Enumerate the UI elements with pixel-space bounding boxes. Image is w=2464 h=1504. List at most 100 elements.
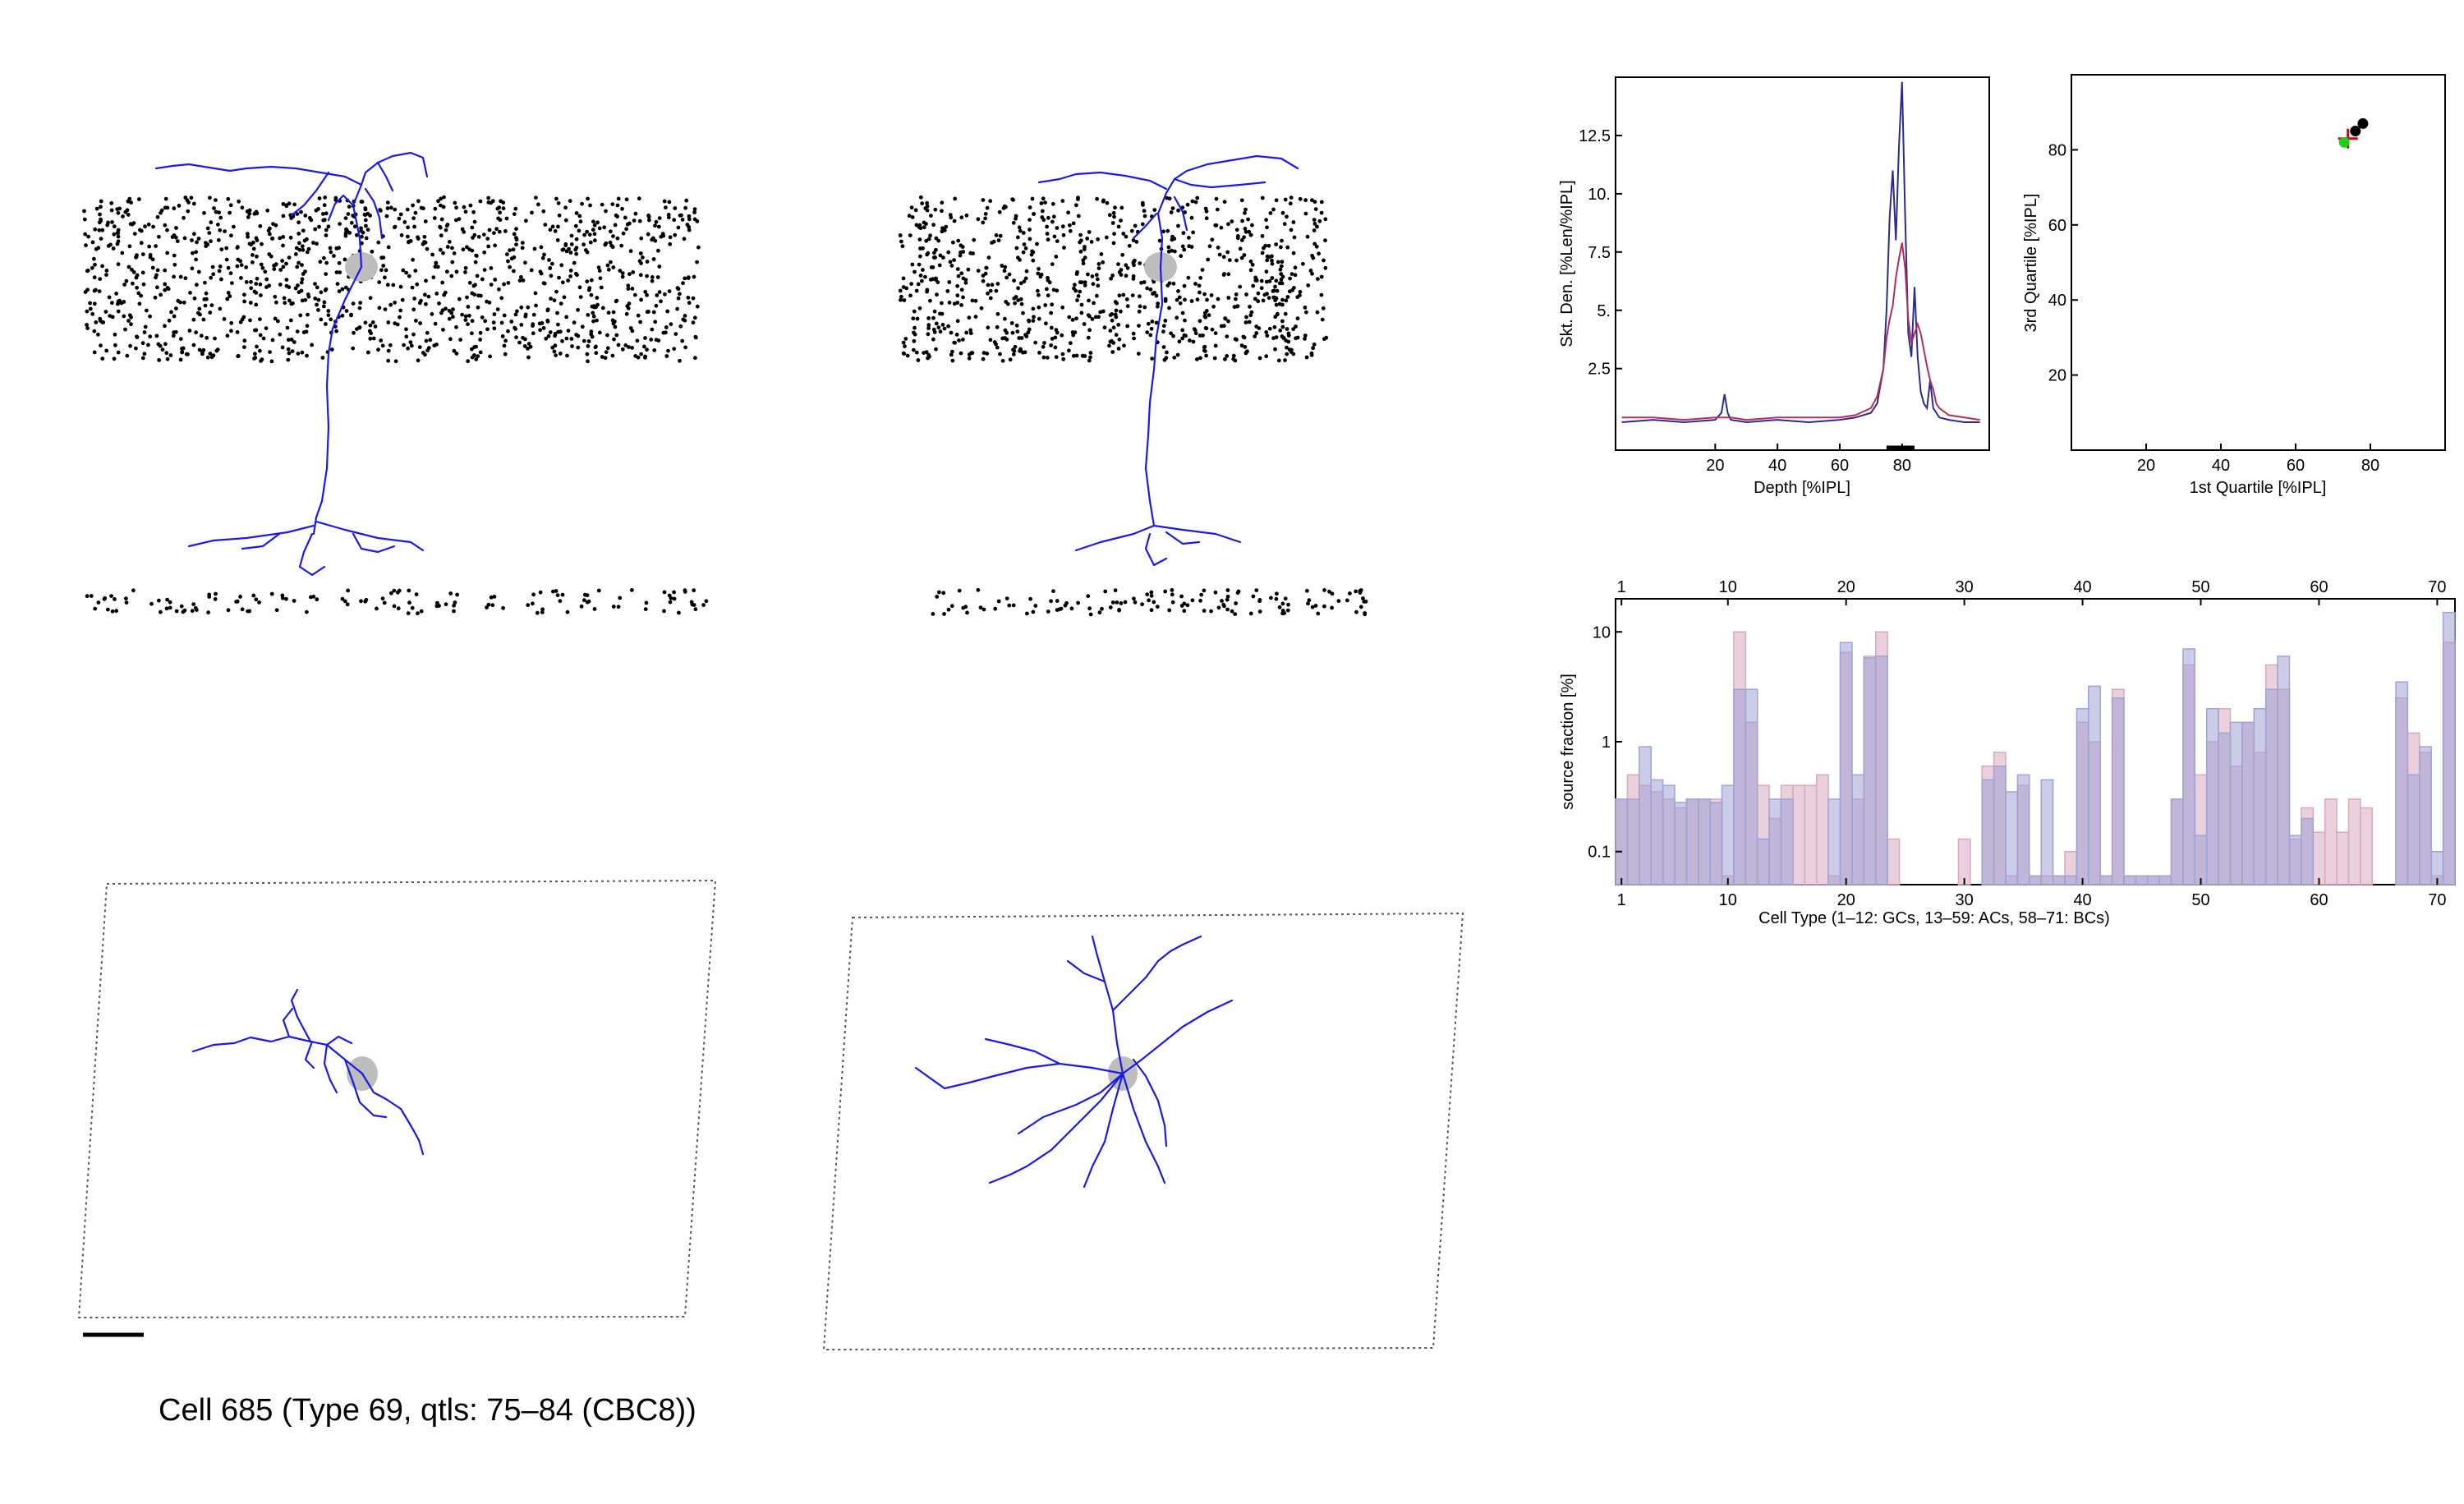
marker-point: [500, 334, 505, 338]
marker-point: [1125, 265, 1130, 270]
marker-point: [146, 222, 151, 227]
top-view-1-dendrite: [191, 988, 425, 1156]
marker-point: [481, 232, 486, 237]
marker-point: [465, 295, 469, 300]
marker-point: [932, 309, 937, 314]
marker-point: [498, 218, 503, 223]
marker-point: [597, 226, 602, 231]
marker-point: [1199, 592, 1204, 597]
marker-point: [124, 596, 128, 600]
marker-point: [179, 604, 184, 609]
marker-point: [1139, 280, 1143, 285]
marker-point: [303, 214, 308, 218]
marker-point: [1312, 241, 1317, 246]
marker-point: [1308, 269, 1313, 273]
marker-point: [235, 330, 240, 334]
marker-point: [1167, 608, 1172, 613]
marker-point: [421, 241, 425, 246]
marker-point: [559, 301, 563, 306]
marker-point: [140, 270, 145, 275]
marker-point: [108, 314, 113, 318]
marker-point: [899, 239, 903, 244]
marker-point: [554, 353, 558, 357]
marker-point: [1215, 207, 1220, 212]
marker-point: [590, 334, 595, 339]
marker-point: [492, 595, 497, 599]
marker-point: [1021, 310, 1025, 315]
marker-point: [476, 234, 481, 239]
marker-point: [139, 241, 144, 246]
marker-point: [1236, 234, 1240, 238]
marker-point: [1018, 348, 1022, 353]
marker-point: [620, 206, 624, 211]
marker-point: [1240, 218, 1244, 223]
marker-point: [570, 344, 574, 348]
marker-point: [1147, 598, 1151, 603]
marker-point: [1115, 600, 1119, 605]
marker-point: [281, 214, 286, 218]
marker-point: [257, 600, 261, 605]
marker-point: [926, 316, 931, 320]
marker-point: [1000, 336, 1005, 341]
marker-point: [1108, 605, 1113, 609]
marker-point: [662, 199, 667, 204]
marker-point: [134, 255, 138, 260]
marker-point: [143, 324, 148, 329]
marker-point: [1088, 355, 1092, 360]
marker-point: [513, 312, 518, 317]
marker-point: [1068, 228, 1073, 233]
marker-point: [1191, 339, 1196, 344]
marker-point: [611, 234, 615, 238]
marker-point: [1285, 327, 1289, 331]
marker-point: [187, 329, 192, 333]
marker-point: [899, 297, 903, 302]
marker-point: [592, 607, 597, 611]
marker-point: [614, 213, 618, 218]
marker-point: [289, 338, 294, 342]
marker-point: [543, 223, 548, 227]
marker-point: [116, 234, 121, 239]
cell-caption: Cell 685 (Type 69, qtls: 75–84 (CBC8)): [159, 1393, 696, 1428]
marker-point: [1304, 355, 1309, 360]
marker-point: [598, 276, 603, 281]
marker-point: [1275, 591, 1279, 596]
marker-point: [633, 354, 638, 358]
marker-point: [1279, 245, 1283, 250]
marker-point: [1225, 250, 1230, 255]
marker-point: [934, 247, 938, 252]
marker-point: [540, 255, 545, 260]
marker-point: [1323, 217, 1328, 222]
marker-point: [1113, 588, 1118, 593]
marker-point: [596, 265, 601, 269]
marker-point: [1304, 310, 1308, 315]
marker-point: [639, 297, 643, 302]
marker-point: [163, 196, 168, 201]
marker-point: [929, 214, 933, 218]
marker-point: [343, 232, 348, 236]
marker-point: [379, 268, 384, 273]
marker-point: [955, 293, 960, 298]
marker-point: [165, 228, 169, 232]
marker-point: [1253, 297, 1257, 301]
marker-point: [292, 340, 297, 344]
marker-point: [1243, 229, 1248, 234]
marker-point: [600, 202, 605, 207]
marker-point: [558, 599, 563, 604]
marker-point: [976, 217, 981, 222]
marker-point: [253, 352, 257, 356]
marker-point: [379, 338, 384, 343]
side-view-2: [898, 154, 1368, 617]
marker-point: [203, 303, 208, 308]
marker-point: [1227, 258, 1232, 263]
marker-point: [1156, 301, 1161, 306]
marker-point: [1234, 338, 1239, 342]
marker-point: [385, 283, 390, 287]
marker-point: [695, 219, 700, 223]
marker-point: [272, 267, 277, 271]
marker-point: [560, 338, 564, 343]
marker-point: [1074, 316, 1078, 321]
marker-point: [281, 235, 286, 239]
marker-point: [269, 254, 274, 259]
marker-point: [1027, 327, 1032, 332]
marker-point: [1073, 283, 1077, 287]
